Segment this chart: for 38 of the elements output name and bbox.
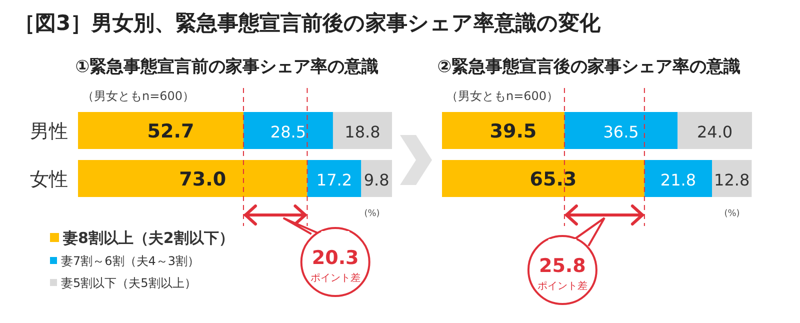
data-label: 17.2 [316, 170, 352, 190]
data-label: 24.0 [696, 122, 733, 142]
bar [78, 112, 244, 149]
legend-label: 妻8割以上（夫2割以下） [62, 229, 234, 247]
bar [78, 160, 308, 197]
legend-label: 妻5割以下（夫5割以上） [61, 276, 196, 290]
data-label: 28.5 [270, 122, 306, 142]
annotation: （男女ともn=600） [82, 89, 195, 103]
bar [644, 160, 712, 197]
bar [307, 160, 362, 197]
bar [564, 112, 678, 149]
data-label: 21.8 [660, 170, 696, 190]
data-label: 52.7 [147, 120, 194, 142]
data-label: 73.0 [179, 168, 226, 190]
chart-subtitle: ①緊急事態宣言前の家事シェア率の意識 [75, 57, 379, 77]
bar [332, 112, 392, 149]
chart-title: ［図3］男女別、緊急事態宣言前後の家事シェア率意識の変化 [14, 11, 602, 35]
data-label: 12.8 [714, 170, 750, 190]
text: ポイント差 [537, 280, 588, 292]
y-tick-label: 女性 [30, 168, 68, 190]
bar [678, 112, 752, 149]
annotation: (%) [364, 209, 380, 219]
data-label: 9.8 [364, 170, 390, 190]
text: 20.3 [312, 247, 359, 269]
text: ポイント差 [310, 272, 360, 284]
legend-label: 妻7割～6割（夫4～3割） [61, 254, 200, 268]
data-label: 65.3 [530, 168, 577, 190]
annotation: （男女ともn=600） [446, 89, 559, 103]
data-label: 36.5 [603, 122, 639, 142]
data-label: 18.8 [344, 122, 380, 142]
bar [442, 112, 564, 149]
bar [442, 160, 644, 197]
text: 25.8 [538, 255, 586, 277]
bar [243, 112, 333, 149]
y-tick-label: 男性 [30, 120, 68, 142]
data-label: 39.5 [490, 120, 537, 142]
chart-subtitle: ②緊急事態宣言後の家事シェア率の意識 [437, 57, 741, 77]
annotation: (%) [724, 209, 740, 219]
